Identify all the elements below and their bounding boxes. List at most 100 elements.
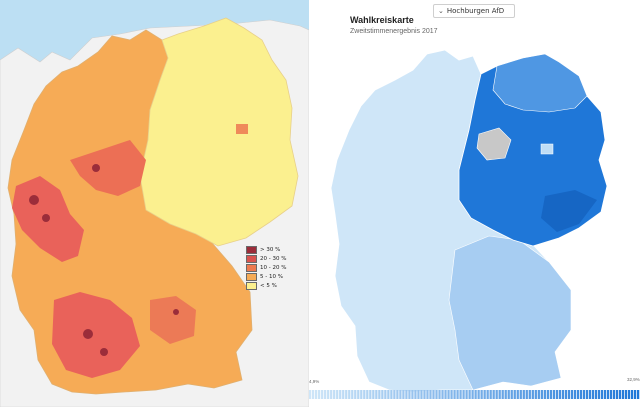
scale-step <box>426 390 429 399</box>
berlin-area <box>540 143 554 155</box>
scale-step <box>312 390 315 399</box>
scale-step <box>519 390 522 399</box>
scale-step <box>495 390 498 399</box>
scale-step <box>411 390 414 399</box>
legend-label: 5 - 10 % <box>260 274 283 280</box>
scale-step <box>600 390 604 399</box>
scale-step <box>618 390 622 399</box>
scale-step <box>594 390 598 399</box>
scale-step <box>567 390 571 399</box>
scale-step <box>591 390 595 399</box>
party-select-dropdown[interactable]: ⌄ Hochburgen AfD <box>433 4 515 18</box>
scale-step <box>585 390 589 399</box>
legend-swatch <box>246 255 257 263</box>
scale-step <box>627 390 631 399</box>
germany-east <box>139 17 299 247</box>
scale-step <box>324 390 327 399</box>
scale-step <box>603 390 607 399</box>
map-title: Wahlkreiskarte <box>350 15 414 25</box>
scale-step <box>327 390 330 399</box>
scale-step <box>399 390 402 399</box>
scale-step <box>402 390 405 399</box>
hotspot-3 <box>92 164 100 172</box>
scale-step <box>534 390 537 399</box>
legend-label: 20 - 30 % <box>260 256 287 262</box>
scale-step <box>513 390 516 399</box>
hotspot-1 <box>29 195 39 205</box>
scale-step <box>477 390 480 399</box>
scale-step <box>459 390 462 399</box>
scale-step <box>576 390 580 399</box>
scale-step <box>408 390 411 399</box>
scale-step <box>393 390 396 399</box>
scale-step <box>456 390 459 399</box>
scale-step <box>609 390 613 399</box>
scale-step <box>429 390 432 399</box>
red-zone-south <box>52 292 140 378</box>
legend-row: > 30 % <box>246 246 296 254</box>
scale-step <box>552 390 555 399</box>
scale-step <box>441 390 444 399</box>
legend-swatch <box>246 264 257 272</box>
right-map-panel: ⌄ Hochburgen AfD Wahlkreiskarte Zweitsti… <box>309 0 640 407</box>
scale-step <box>435 390 438 399</box>
scale-step <box>381 390 384 399</box>
scale-step <box>474 390 477 399</box>
scale-step <box>342 390 345 399</box>
legend: > 30 % 20 - 30 % 10 - 20 % 5 - 10 % < 5 … <box>246 246 296 291</box>
scale-step <box>345 390 348 399</box>
scale-step <box>321 390 324 399</box>
left-map-svg <box>0 17 309 407</box>
berlin-area <box>236 124 248 134</box>
scale-step <box>330 390 333 399</box>
scale-step <box>468 390 471 399</box>
red-zone-bavaria <box>150 296 196 344</box>
legend-row: < 5 % <box>246 282 296 290</box>
scale-step <box>444 390 447 399</box>
scale-step <box>462 390 465 399</box>
map-subtitle: Zweitstimmenergebnis 2017 <box>350 28 438 35</box>
scale-step <box>378 390 381 399</box>
scale-step <box>354 390 357 399</box>
scale-step <box>336 390 339 399</box>
north-east-blue <box>492 53 588 113</box>
scale-step <box>528 390 531 399</box>
scale-step <box>351 390 354 399</box>
scale-step <box>414 390 417 399</box>
scale-step <box>546 390 549 399</box>
scale-step <box>501 390 504 399</box>
scale-step <box>318 390 321 399</box>
scale-step <box>543 390 546 399</box>
scale-step <box>432 390 435 399</box>
scale-step <box>492 390 495 399</box>
scale-step <box>486 390 489 399</box>
scale-step <box>453 390 456 399</box>
scale-step <box>624 390 628 399</box>
scale-min-label: 4,9% <box>309 379 320 384</box>
scale-step <box>549 390 552 399</box>
scale-step <box>366 390 369 399</box>
legend-swatch <box>246 246 257 254</box>
scale-step <box>405 390 408 399</box>
scale-step <box>633 390 637 399</box>
scale-step <box>357 390 360 399</box>
scale-step <box>561 390 565 399</box>
legend-label: < 5 % <box>260 283 277 289</box>
scale-step <box>471 390 474 399</box>
chevron-down-icon: ⌄ <box>438 7 444 15</box>
legend-row: 10 - 20 % <box>246 264 296 272</box>
scale-step <box>588 390 592 399</box>
scale-step <box>564 390 568 399</box>
color-scale-bar <box>309 390 640 399</box>
scale-step <box>489 390 492 399</box>
scale-step <box>369 390 372 399</box>
scale-step <box>531 390 534 399</box>
scale-step <box>363 390 366 399</box>
legend-row: 20 - 30 % <box>246 255 296 263</box>
legend-swatch <box>246 282 257 290</box>
scale-step <box>450 390 453 399</box>
scale-step <box>612 390 616 399</box>
scale-step <box>504 390 507 399</box>
scale-step <box>465 390 468 399</box>
scale-step <box>636 390 640 399</box>
